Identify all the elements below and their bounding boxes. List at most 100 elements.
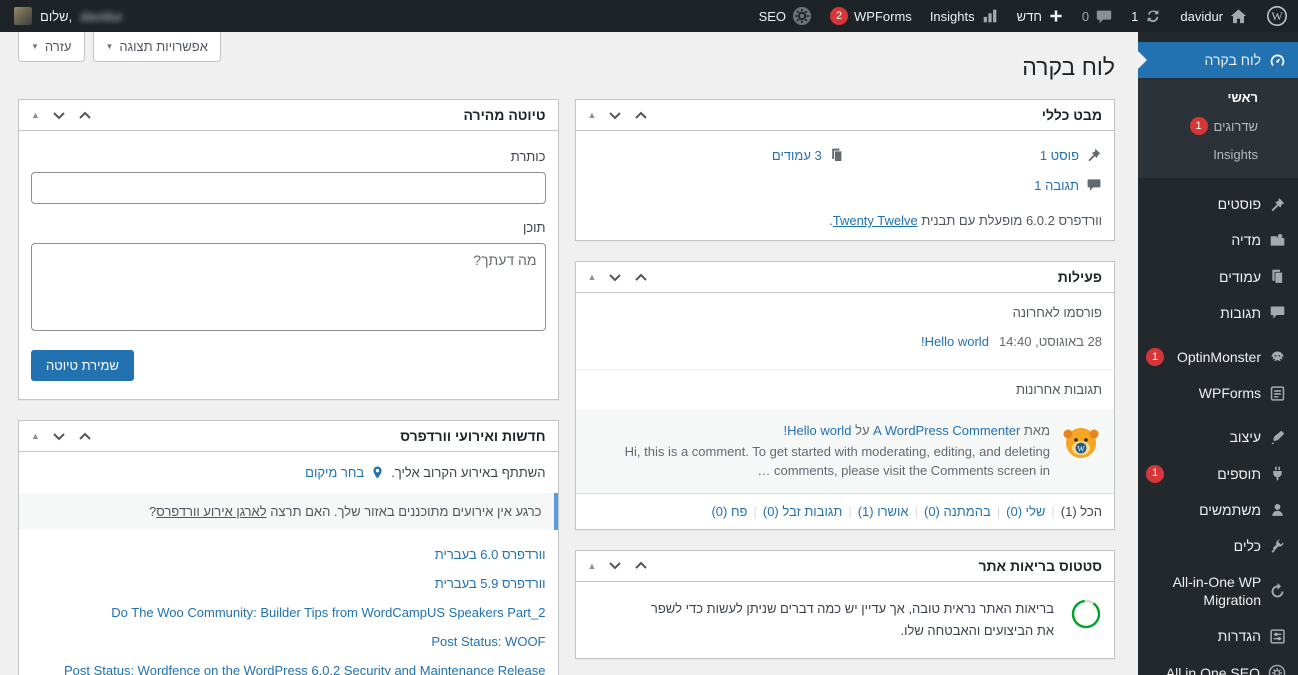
filter-pending[interactable]: בהמתנה (0): [923, 503, 991, 519]
sidebar-item-pages[interactable]: עמודים: [1138, 259, 1298, 295]
move-up-icon[interactable]: [78, 432, 92, 441]
adminbar-wordpress-logo[interactable]: W: [1266, 5, 1288, 27]
sidebar-item-media[interactable]: מדיה: [1138, 222, 1298, 258]
widget-toggle-icon[interactable]: ▲: [587, 272, 597, 282]
pages-count-link[interactable]: 3 עמודים: [771, 147, 822, 163]
organize-event-link[interactable]: לארגן אירוע וורדפרס: [156, 504, 267, 519]
adminbar-insights-menu[interactable]: Insights: [930, 7, 999, 25]
sidebar-item-label: תגובות: [1220, 304, 1261, 321]
move-up-icon[interactable]: [634, 561, 648, 570]
save-draft-button[interactable]: שמירת טיוטה: [31, 350, 134, 381]
move-up-icon[interactable]: [634, 111, 648, 120]
draft-content-textarea[interactable]: [31, 243, 546, 331]
chevron-down-icon: ▼: [31, 42, 39, 51]
sidebar-item-comments[interactable]: תגובות: [1138, 295, 1298, 331]
sidebar-item-label: WPForms: [1198, 385, 1261, 402]
sidebar-item-label: לוח בקרה: [1204, 52, 1261, 68]
wapuu-avatar: W: [1060, 421, 1102, 481]
site-health-body: בריאות האתר נראית טובה, אך עדיין יש כמה …: [576, 582, 1115, 658]
move-up-icon[interactable]: [78, 111, 92, 120]
adminbar-new-content-menu[interactable]: חדש: [1017, 8, 1064, 24]
widget-toggle-icon[interactable]: ▲: [31, 110, 40, 120]
sidebar-item-posts[interactable]: פוסטים: [1138, 186, 1298, 222]
sidebar-item-users[interactable]: משתמשים: [1138, 492, 1298, 528]
sidebar-item-label: OptinMonster: [1176, 348, 1261, 365]
commenter-link[interactable]: A WordPress Commenter: [873, 423, 1021, 438]
comments-pending-count: 0: [1081, 8, 1090, 24]
news-item: Post Status: WOOF: [31, 627, 546, 656]
submenu-item-updates[interactable]: שדרוגים 1: [1138, 111, 1298, 141]
separator: |: [848, 503, 852, 519]
optinmonster-badge: 1: [1146, 348, 1164, 367]
filter-mine[interactable]: שלי (0): [1006, 503, 1046, 519]
separator: |: [1051, 503, 1055, 519]
sidebar-item-tools[interactable]: כלים: [1138, 528, 1298, 564]
sidebar-item-appearance[interactable]: עיצוב: [1138, 419, 1298, 455]
news-link[interactable]: Post Status: WOOF: [431, 634, 546, 649]
help-toggle-button[interactable]: ▼ עזרה: [18, 32, 85, 62]
submenu-item-home[interactable]: ראשי: [1138, 84, 1298, 111]
theme-link[interactable]: Twenty Twelve: [832, 213, 918, 228]
select-location-link[interactable]: בחר מיקום: [305, 465, 365, 480]
widget-toggle-icon[interactable]: ▲: [31, 431, 40, 441]
news-link[interactable]: וורדפרס 5.9 בעברית: [434, 576, 546, 591]
pushpin-icon: [1086, 147, 1102, 163]
glance-comments: תגובה 1: [845, 173, 1102, 203]
adminbar-wpforms-menu[interactable]: 2 WPForms: [830, 7, 912, 25]
posts-count-link[interactable]: פוסט 1: [1039, 147, 1079, 163]
filter-approved[interactable]: אושרו (1): [857, 503, 909, 519]
move-down-icon[interactable]: [52, 432, 66, 441]
wpforms-form-icon: [1269, 385, 1286, 402]
submenu-item-insights[interactable]: Insights: [1138, 141, 1298, 168]
adminbar-updates-menu[interactable]: 1: [1131, 7, 1162, 25]
news-item: וורדפרס 5.9 בעברית: [31, 569, 546, 598]
adminbar-seo-menu[interactable]: SEO: [759, 6, 812, 26]
seo-label: SEO: [758, 8, 787, 24]
sidebar-item-plugins[interactable]: תוספים 1: [1138, 456, 1298, 492]
news-link[interactable]: וורדפרס 6.0 בעברית: [434, 547, 546, 562]
adminbar-comments-menu[interactable]: 0: [1082, 7, 1113, 25]
comments-count-link[interactable]: תגובה 1: [1034, 177, 1079, 193]
comment-post-link[interactable]: Hello world!: [783, 423, 852, 438]
seo-gear-icon: [792, 6, 812, 26]
filter-spam[interactable]: תגובות זבל (0): [762, 503, 843, 519]
post-date: 28 באוגוסט, 14:40: [998, 334, 1102, 349]
sidebar-item-ai1wm-migration[interactable]: All-in-One WP Migration: [1138, 564, 1298, 618]
widget-toggle-icon[interactable]: ▲: [587, 110, 597, 120]
greeting-user-name-blurred[interactable]: davidur: [80, 8, 123, 24]
widget-header: פעילות ▲: [575, 262, 1114, 293]
widget-activity: פעילות ▲ פורסמו לאחרונה 28 באוגוסט, 14:4…: [574, 261, 1115, 530]
widget-toggle-icon[interactable]: ▲: [587, 560, 597, 571]
comment-bubble-icon: [1086, 177, 1102, 193]
sidebar-item-optinmonster[interactable]: OptinMonster 1: [1138, 339, 1298, 375]
news-link[interactable]: Do The Woo Community: Builder Tips from …: [111, 605, 546, 620]
screen-options-toggle-button[interactable]: ▼ אפשרויות תצוגה: [92, 32, 221, 62]
filter-all[interactable]: הכל (1): [1060, 503, 1102, 519]
comment-item: W מאת A WordPress Commenter על Hello wor…: [575, 409, 1114, 493]
sidebar-item-label: משתמשים: [1199, 501, 1261, 518]
news-item: Do The Woo Community: Builder Tips from …: [31, 598, 546, 627]
published-post-link[interactable]: Hello world!: [921, 334, 989, 349]
sidebar-item-dashboard[interactable]: לוח בקרה: [1138, 42, 1298, 79]
news-link[interactable]: Post Status: Wordfence on the WordPress …: [63, 663, 546, 675]
move-up-icon[interactable]: [634, 273, 648, 282]
widget-quick-draft: טיוטה מהירה ▲ כותרת תוכן שמירת טיוטה: [18, 99, 559, 400]
dashboard-columns: מבט כללי ▲ פוסט 1: [0, 81, 1138, 675]
sidebar-item-wpforms[interactable]: WPForms: [1138, 375, 1298, 411]
page-title: לוח בקרה: [1022, 54, 1115, 80]
move-down-icon[interactable]: [608, 273, 622, 282]
adminbar-site-menu[interactable]: davidur: [1180, 7, 1248, 26]
admin-bar: שלום, davidur SEO 2 WPForms Insights חדש: [0, 0, 1298, 32]
pages-icon: [1269, 268, 1286, 285]
sidebar-item-settings[interactable]: הגדרות: [1138, 618, 1298, 654]
move-down-icon[interactable]: [52, 111, 66, 120]
user-avatar[interactable]: [14, 7, 32, 25]
sidebar-item-all-in-one-seo[interactable]: All in One SEO: [1138, 655, 1298, 675]
draft-title-input[interactable]: [31, 172, 546, 204]
period: .: [829, 213, 833, 228]
move-down-icon[interactable]: [608, 111, 622, 120]
filter-trash[interactable]: פח (0): [711, 503, 748, 519]
migration-circular-arrow-icon: [1269, 582, 1286, 600]
move-down-icon[interactable]: [608, 561, 622, 570]
widget-header: חדשות ואירועי וורדפרס ▲: [19, 421, 558, 452]
